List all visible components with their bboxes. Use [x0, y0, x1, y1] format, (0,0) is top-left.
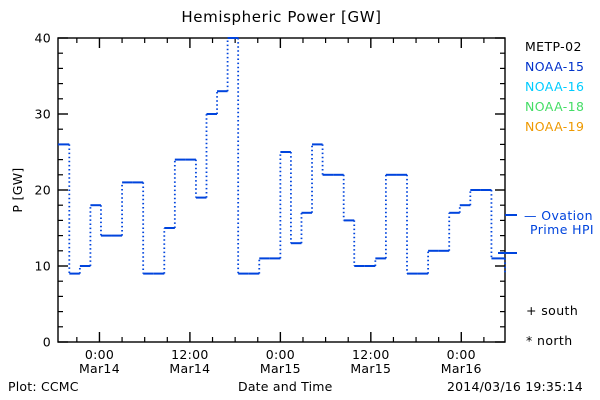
x-tick-label-time: 0:00: [266, 347, 295, 362]
x-axis-tick-labels: 0:00Mar1412:00Mar140:00Mar1512:00Mar150:…: [79, 347, 482, 376]
y-tick-label: 40: [34, 31, 51, 46]
x-tick-label-date: Mar15: [350, 361, 391, 376]
legend-ovation-line1: — Ovation: [524, 208, 593, 223]
legend-ovation-line2: Prime HPI: [530, 222, 594, 237]
y-axis-tick-labels: 0 10 20 30 40: [34, 31, 51, 350]
plot-timestamp: 2014/03/16 19:35:14: [447, 379, 583, 394]
legend: METP-02 NOAA-15 NOAA-16 NOAA-18 NOAA-19 — Ova…: [498, 39, 594, 348]
x-tick-label-time: 0:00: [447, 347, 476, 362]
plot-frame: [57, 37, 506, 343]
y-tick-label: 10: [34, 259, 51, 274]
x-tick-label-date: Mar16: [441, 361, 482, 376]
x-tick-label-date: Mar14: [79, 361, 120, 376]
plot-source-label: Plot: CCMC: [8, 379, 79, 394]
y-axis-ticks: [58, 37, 505, 343]
x-tick-label-time: 12:00: [171, 347, 209, 362]
y-tick-label: 20: [34, 183, 51, 198]
legend-item-metp-02: METP-02: [525, 39, 582, 54]
x-tick-label-time: 0:00: [85, 347, 114, 362]
legend-item-noaa-16: NOAA-16: [525, 79, 584, 94]
x-tick-label-date: Mar14: [169, 361, 210, 376]
x-tick-label-date: Mar15: [260, 361, 301, 376]
legend-marker-south: + south: [526, 303, 578, 318]
legend-item-noaa-15: NOAA-15: [525, 59, 584, 74]
x-axis-title: Date and Time: [238, 379, 333, 394]
y-tick-label: 30: [34, 107, 51, 122]
y-axis-label: P [GW]: [10, 167, 25, 212]
legend-marker-north: * north: [526, 333, 573, 348]
legend-item-noaa-19: NOAA-19: [525, 119, 584, 134]
page-title: Hemispheric Power [GW]: [181, 8, 382, 26]
x-axis-ticks: [76, 38, 485, 342]
y-tick-label: 0: [43, 335, 51, 350]
legend-item-noaa-18: NOAA-18: [525, 99, 584, 114]
data-series-layer: [58, 37, 506, 275]
x-tick-label-time: 12:00: [352, 347, 390, 362]
